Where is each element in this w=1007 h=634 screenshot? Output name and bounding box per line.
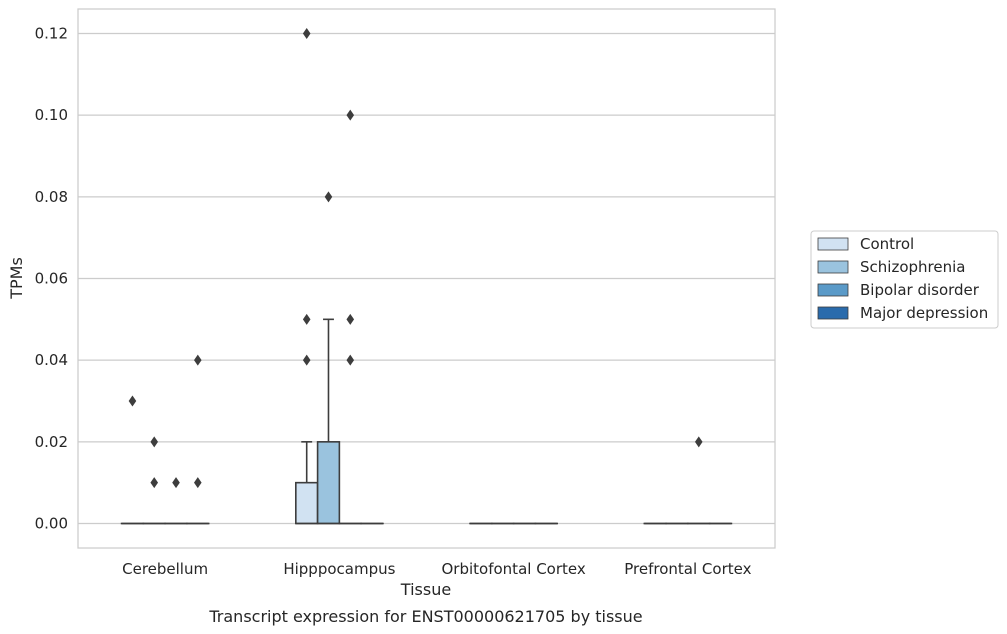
outlier-point xyxy=(346,109,355,121)
legend-swatch xyxy=(817,260,849,274)
x-tick-label: Hipppocampus xyxy=(283,560,395,578)
box xyxy=(295,481,319,525)
legend-label: Control xyxy=(860,235,914,253)
x-tick-label: Orbitofontal Cortex xyxy=(442,560,586,578)
y-tick-label: 0.12 xyxy=(35,25,68,43)
box-group xyxy=(338,109,362,525)
legend-swatch xyxy=(817,283,849,297)
box-group xyxy=(164,477,188,525)
x-axis-label: Tissue xyxy=(400,580,451,599)
outlier-point xyxy=(302,354,311,366)
legend-label: Bipolar disorder xyxy=(860,281,980,299)
y-tick-label: 0.08 xyxy=(35,188,68,206)
box-group xyxy=(295,28,319,525)
grid-lines xyxy=(78,32,775,525)
box-group xyxy=(687,436,711,525)
outlier-point xyxy=(150,436,159,448)
y-axis-ticks: 0.00 0.02 0.04 0.06 0.08 0.10 0.12 xyxy=(35,25,68,533)
outlier-point xyxy=(128,395,137,407)
legend-label: Major depression xyxy=(860,304,988,322)
box-group xyxy=(120,395,145,525)
y-tick-label: 0.02 xyxy=(35,433,68,451)
outlier-point xyxy=(172,477,180,489)
x-tick-label: Cerebellum xyxy=(122,560,208,578)
y-tick-label: 0.10 xyxy=(35,106,68,124)
y-tick-label: 0.00 xyxy=(35,515,68,533)
outlier-point xyxy=(346,354,355,366)
outlier-point xyxy=(193,477,202,489)
outlier-point xyxy=(302,28,311,39)
legend: Control Schizophrenia Bipolar disorder Majo… xyxy=(810,230,999,329)
chart-caption: Transcript expression for ENST0000062170… xyxy=(208,607,642,626)
outlier-point xyxy=(324,191,333,203)
legend-swatch xyxy=(817,306,849,320)
legend-frame xyxy=(810,230,999,329)
outlier-point xyxy=(694,436,703,448)
legend-label: Schizophrenia xyxy=(860,258,965,276)
outlier-point xyxy=(193,354,202,366)
outlier-point xyxy=(346,313,355,325)
legend-swatch xyxy=(817,237,849,251)
box-plot-layer xyxy=(120,28,733,525)
plot-frame xyxy=(77,8,776,549)
box-group xyxy=(142,436,166,525)
y-axis-label: TPMs xyxy=(7,257,26,300)
y-tick-label: 0.04 xyxy=(35,351,68,369)
box-group xyxy=(316,191,341,525)
box xyxy=(316,441,341,525)
x-tick-label: Prefrontal Cortex xyxy=(624,560,751,578)
outlier-point xyxy=(302,313,311,325)
outlier-point xyxy=(150,477,159,489)
box-group xyxy=(186,354,210,525)
x-axis-ticks: Cerebellum Hipppocampus Orbitofontal Corte… xyxy=(122,560,751,578)
y-tick-label: 0.06 xyxy=(35,270,68,288)
